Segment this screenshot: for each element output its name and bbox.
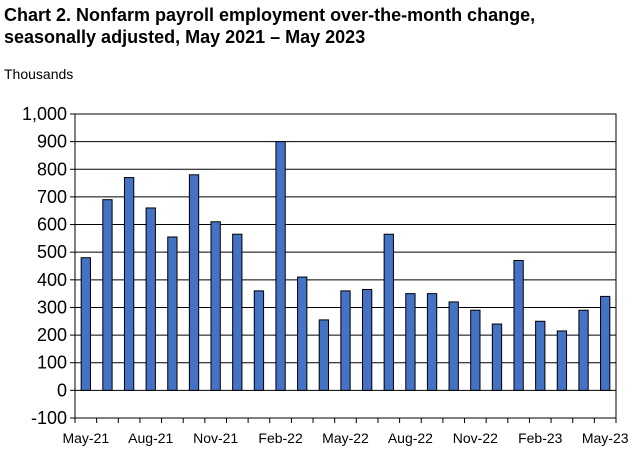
y-tick-label: 200	[37, 325, 67, 345]
x-tick-label: Nov-22	[453, 430, 498, 446]
bar-oct-22	[448, 301, 459, 391]
bar-aug-22	[405, 293, 416, 391]
bar-jun-22	[361, 288, 373, 391]
bar-jul-22	[383, 233, 394, 391]
chart-title-line-1: Chart 2. Nonfarm payroll employment over…	[4, 5, 536, 25]
y-axis-label: Thousands	[4, 66, 74, 82]
chart-title-line-2: seasonally adjusted, May 2021 – May 2023	[4, 27, 366, 47]
y-tick-label: 800	[37, 159, 67, 179]
y-tick-label: 500	[37, 242, 67, 262]
bar-may-23	[600, 295, 611, 391]
x-tick-label: Feb-22	[258, 430, 303, 446]
bar-nov-21	[210, 221, 221, 391]
bar-jun-21	[102, 199, 113, 391]
bar-feb-22	[275, 141, 286, 391]
bar-mar-22	[297, 276, 308, 391]
chart-title: Chart 2. Nonfarm payroll employment over…	[4, 4, 535, 48]
plot-area	[74, 113, 617, 419]
bar-dec-21	[232, 233, 243, 391]
x-tick-label: May-21	[62, 430, 109, 446]
x-tick-label: Aug-22	[388, 430, 433, 446]
x-tick-label: Feb-23	[518, 430, 563, 446]
bar-jan-23	[513, 259, 524, 391]
bar-may-21	[80, 257, 91, 391]
y-tick-label: 300	[37, 297, 67, 317]
y-tick-label: 900	[37, 132, 67, 152]
x-tick-label: May-23	[582, 430, 629, 446]
bar-feb-23	[535, 320, 546, 391]
y-tick-label: 700	[37, 187, 67, 207]
y-tick-label: 1,000	[22, 104, 67, 124]
bar-oct-21	[188, 174, 200, 391]
x-tick-label: Aug-21	[128, 430, 173, 446]
y-tick-label: 0	[57, 380, 67, 400]
y-tick-label: 600	[37, 215, 67, 235]
bar-sep-22	[426, 293, 438, 391]
y-tick-label: 100	[37, 353, 67, 373]
bar-aug-21	[145, 207, 156, 391]
bar-jul-21	[123, 177, 135, 391]
bar-dec-22	[491, 323, 503, 391]
y-tick-label: -100	[31, 408, 67, 428]
bar-jan-22	[253, 290, 265, 391]
bar-mar-23	[556, 330, 568, 391]
x-tick-label: May-22	[322, 430, 369, 446]
y-tick-label: 400	[37, 270, 67, 290]
bar-nov-22	[470, 309, 481, 391]
bar-may-22	[340, 290, 351, 391]
bar-apr-22	[318, 319, 330, 391]
x-tick-label: Nov-21	[193, 430, 238, 446]
bar-apr-23	[578, 309, 589, 391]
bar-sep-21	[167, 236, 178, 391]
